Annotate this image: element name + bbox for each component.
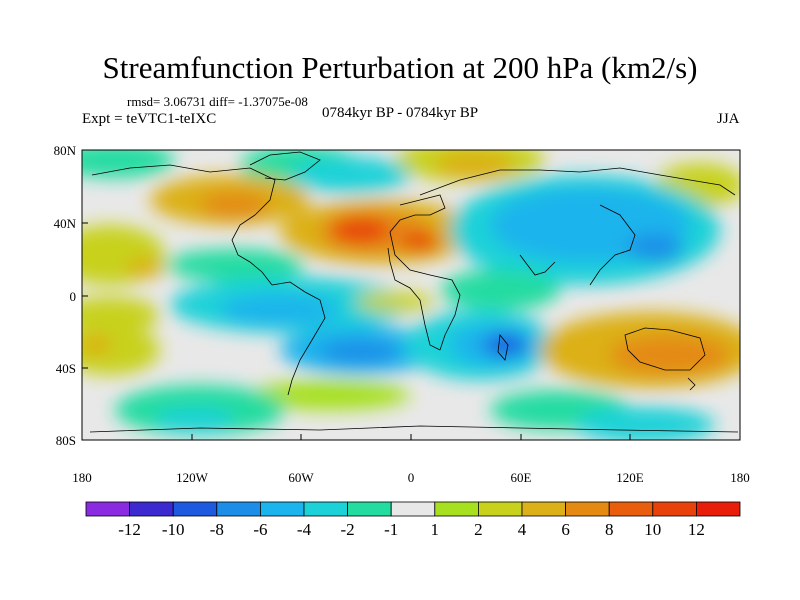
plot-title: Streamfunction Perturbation at 200 hPa (…: [102, 50, 698, 85]
colorbar-label: -1: [384, 520, 398, 539]
colorbar-box: [652, 501, 697, 517]
colorbar-label: 8: [605, 520, 614, 539]
x-tick-label: 120E: [616, 470, 644, 485]
colorbar-box: [696, 501, 741, 517]
x-tick-label: 60E: [511, 470, 532, 485]
x-axis: 180 120W 60W 0 60E 120E 180: [72, 434, 750, 485]
y-axis: 80N 40N 0 40S 80S: [54, 143, 88, 448]
colorbar-box: [565, 501, 610, 517]
colorbar-label: -8: [210, 520, 224, 539]
colorbar-box: [85, 501, 130, 517]
x-tick-label: 180: [72, 470, 92, 485]
colorbar-box: [216, 501, 261, 517]
y-tick-label: 40S: [56, 361, 76, 376]
colorbar: -12 -10 -8 -6 -4 -2 -1 1 2 4 6 8 10 12: [85, 501, 741, 539]
colorbar-box: [390, 501, 436, 517]
colorbar-box: [303, 501, 348, 517]
colorbar-box: [129, 501, 174, 517]
x-tick-label: 180: [730, 470, 750, 485]
colorbar-label: -2: [341, 520, 355, 539]
stats-label: rmsd= 3.06731 diff= -1.37075e-08: [127, 94, 308, 109]
coastlines: [89, 151, 739, 433]
colorbar-label: -4: [297, 520, 312, 539]
x-tick-label: 0: [408, 470, 415, 485]
colorbar-label: 1: [431, 520, 440, 539]
y-tick-label: 0: [70, 289, 77, 304]
streamfunction-field: [82, 150, 740, 440]
colorbar-box: [608, 501, 654, 517]
colorbar-label: -12: [118, 520, 141, 539]
colorbar-label: 6: [561, 520, 570, 539]
colorbar-label: -10: [162, 520, 185, 539]
colorbar-label: 4: [518, 520, 527, 539]
y-tick-label: 80N: [54, 143, 77, 158]
y-tick-label: 80S: [56, 433, 76, 448]
colorbar-box: [521, 501, 566, 517]
colorbar-label: 12: [688, 520, 705, 539]
colorbar-label: -6: [253, 520, 267, 539]
colorbar-label: 2: [474, 520, 483, 539]
colorbar-box: [477, 501, 523, 517]
x-tick-label: 60W: [288, 470, 314, 485]
experiment-label: Expt = teVTC1-teIXC: [82, 111, 217, 127]
colorbar-box: [172, 501, 218, 517]
season-label: JJA: [717, 111, 740, 127]
period-label: 0784kyr BP - 0784kyr BP: [322, 105, 479, 121]
y-tick-label: 40N: [54, 216, 77, 231]
colorbar-label: 10: [644, 520, 661, 539]
colorbar-box: [434, 501, 479, 517]
x-tick-label: 120W: [176, 470, 209, 485]
colorbar-box: [259, 501, 305, 517]
colorbar-box: [347, 501, 392, 517]
